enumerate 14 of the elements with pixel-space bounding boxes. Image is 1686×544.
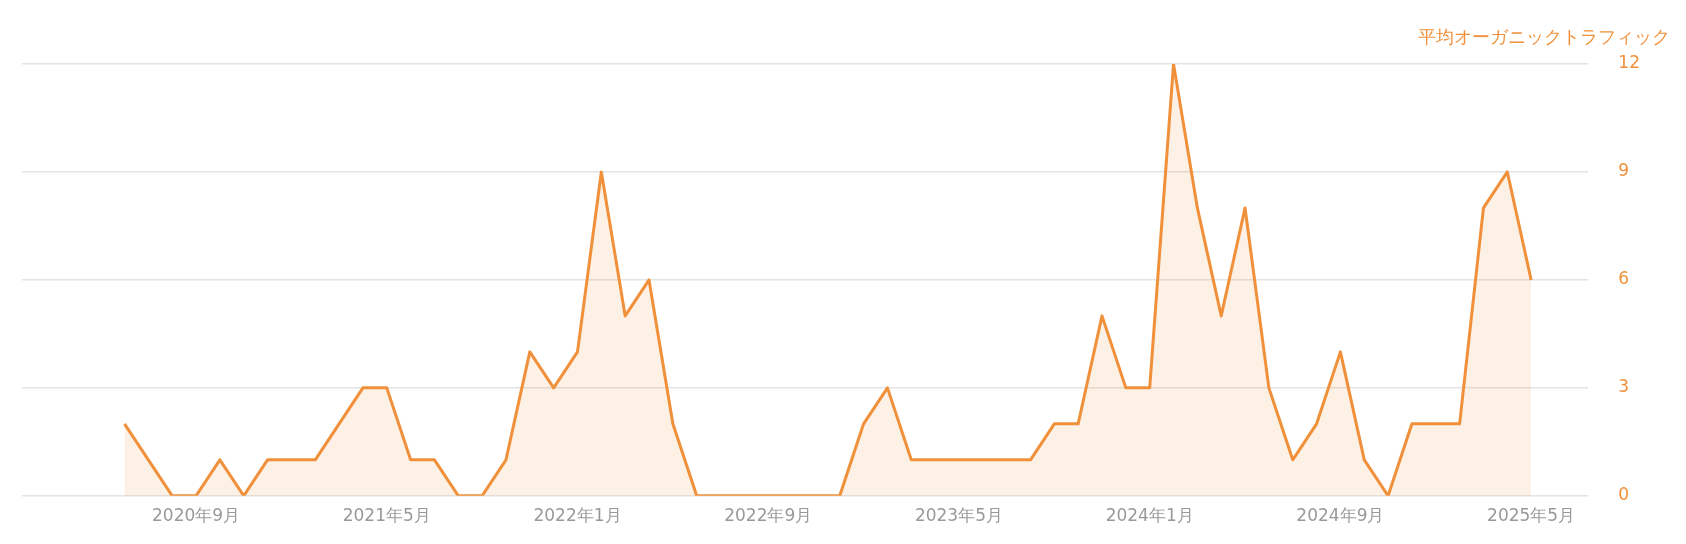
x-tick-label: 2020年9月 [151,505,241,526]
y-tick-label: 3 [1618,376,1630,397]
y-tick-label: 12 [1618,52,1641,73]
x-tick-label: 2022年9月 [724,505,813,526]
x-tick-label: 2022年1月 [533,505,622,526]
y-tick-label: 6 [1618,268,1630,289]
x-tick-label: 2021年5月 [342,505,431,526]
x-tick-label: 2024年1月 [1105,505,1194,526]
x-tick-label: 2025年5月 [1487,505,1576,526]
y-tick-label: 0 [1618,484,1630,505]
y-axis-title: 平均オーガニックトラフィック [1418,25,1670,47]
y-tick-label: 9 [1618,160,1630,181]
x-tick-label: 2023年5月 [914,505,1004,526]
x-tick-label: 2024年9月 [1296,505,1385,526]
